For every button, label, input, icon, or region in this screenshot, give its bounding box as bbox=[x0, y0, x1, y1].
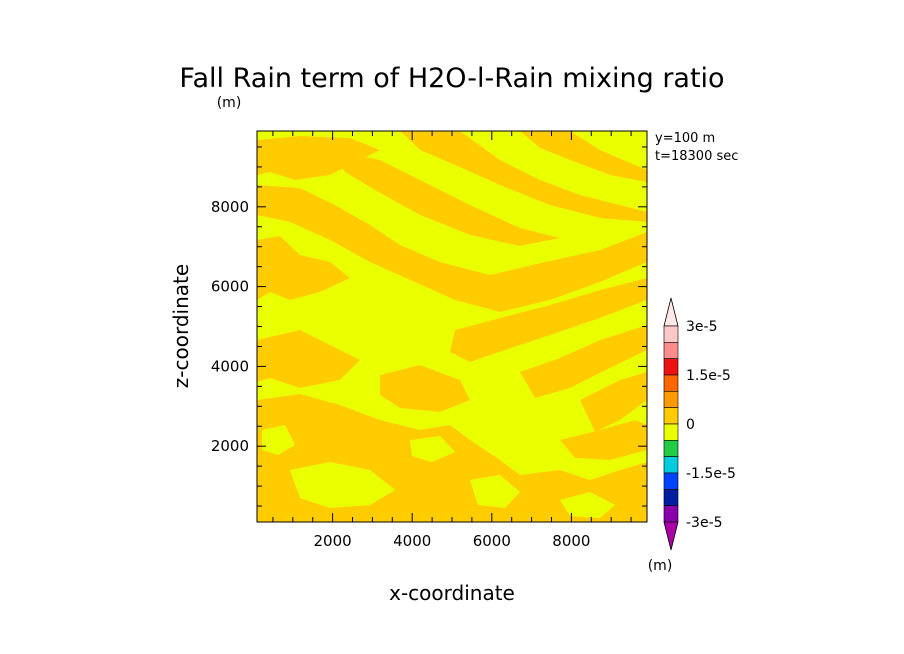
y-axis-label: z-coordinate bbox=[169, 264, 193, 388]
colorbar-swatch bbox=[663, 505, 679, 523]
chart-title: Fall Rain term of H2O-l-Rain mixing rati… bbox=[179, 63, 724, 94]
annotation-y: y=100 m bbox=[655, 131, 715, 146]
x-tick-label: 4000 bbox=[393, 532, 431, 550]
colorbar-swatch bbox=[663, 407, 679, 425]
colorbar-swatch bbox=[663, 325, 679, 343]
colorbar-label: 1.5e-5 bbox=[686, 368, 731, 384]
x-axis-label: x-coordinate bbox=[389, 581, 515, 605]
colorbar-swatch bbox=[663, 358, 679, 376]
colorbar-swatch bbox=[663, 391, 679, 408]
y-axis: 2000 4000 6000 8000 bbox=[211, 146, 647, 507]
colorbar-swatch bbox=[663, 423, 679, 441]
title-unit: (m) bbox=[217, 95, 242, 111]
colorbar-label: 3e-5 bbox=[686, 319, 717, 335]
x-tick-label: 6000 bbox=[473, 532, 511, 550]
colorbar-swatch bbox=[663, 472, 679, 490]
colorbar-label: -3e-5 bbox=[686, 515, 723, 531]
y-tick-label: 8000 bbox=[211, 198, 249, 216]
colorbar: 3e-5 1.5e-5 0 -1.5e-5 -3e-5 bbox=[663, 297, 736, 551]
y-tick-label: 4000 bbox=[211, 357, 249, 375]
colorbar-swatch bbox=[663, 342, 679, 359]
colorbar-unit: (m) bbox=[648, 558, 673, 574]
x-axis: 2000 4000 6000 8000 bbox=[272, 131, 632, 550]
colorbar-swatch bbox=[663, 489, 679, 506]
colorbar-top-arrow bbox=[663, 297, 679, 327]
x-tick-label: 2000 bbox=[314, 532, 352, 550]
y-tick-label: 6000 bbox=[211, 278, 249, 296]
x-tick-label: 8000 bbox=[552, 532, 590, 550]
colorbar-label: 0 bbox=[686, 417, 695, 433]
colorbar-bottom-arrow bbox=[663, 521, 679, 551]
contour-field bbox=[257, 131, 647, 522]
colorbar-label: -1.5e-5 bbox=[686, 466, 736, 482]
colorbar-swatch bbox=[663, 440, 679, 457]
colorbar-swatch bbox=[663, 456, 679, 474]
colorbar-swatch bbox=[663, 374, 679, 392]
annotation-t: t=18300 sec bbox=[655, 149, 738, 164]
y-tick-label: 2000 bbox=[211, 437, 249, 455]
near-zero-patches bbox=[262, 425, 615, 518]
